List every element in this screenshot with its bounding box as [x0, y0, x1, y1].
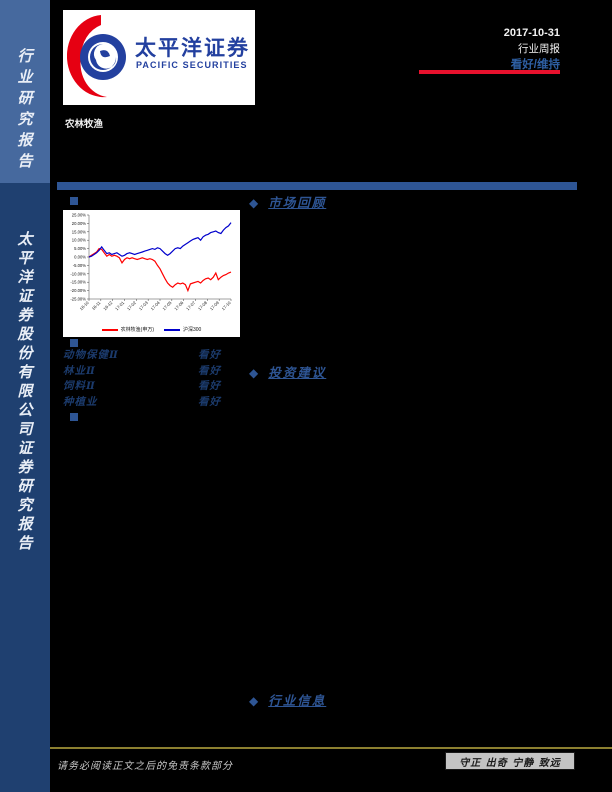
svg-text:17-10: 17-10 — [221, 300, 233, 312]
diamond-bullet-icon: ◆ — [249, 366, 259, 380]
svg-text:17-06: 17-06 — [173, 300, 185, 312]
legend-label: 农林牧渔(申万) — [120, 327, 154, 333]
subsector-ratings-list: 动物保健Ⅱ 看好 林业Ⅱ 看好 饲料Ⅱ 看好 种植业 看好 — [63, 347, 243, 409]
subsector-rating: 看好 — [198, 395, 221, 408]
subsector-name: 饲料Ⅱ — [63, 380, 96, 393]
logo-english-name: PACIFIC SECURITIES — [136, 60, 248, 70]
report-date: 2017-10-31 — [503, 27, 560, 39]
svg-text:17-05: 17-05 — [161, 300, 173, 312]
company-motto-badge: 守正 出奇 宁静 致远 — [445, 752, 575, 770]
report-meta: 2017-10-31 行业周报 看好/维持 — [504, 27, 560, 72]
svg-text:16-10: 16-10 — [79, 300, 91, 312]
svg-text:17-02: 17-02 — [126, 300, 138, 312]
svg-text:16-12: 16-12 — [102, 300, 114, 312]
legend-swatch — [164, 328, 180, 331]
subsector-rating: 看好 — [198, 349, 221, 362]
report-type: 行业周报 — [518, 42, 560, 55]
list-item: 饲料Ⅱ 看好 — [63, 378, 243, 394]
subsector-name: 种植业 — [63, 395, 98, 408]
svg-text:15.00%: 15.00% — [72, 229, 86, 234]
chart-legend: 农林牧渔(申万) 沪深300 — [63, 326, 240, 333]
red-rule — [419, 70, 560, 74]
svg-text:25.00%: 25.00% — [72, 213, 86, 218]
section-label[interactable]: 市场回顾 — [268, 195, 327, 210]
footer-rule — [50, 747, 612, 749]
footer-disclaimer: 请务必阅读正文之后的免责条款部分 — [57, 761, 233, 772]
sidebar-bottom-band: 太平洋证券股份有限公司证券研究报告 — [0, 183, 50, 792]
subsector-name: 动物保健Ⅱ — [63, 349, 119, 362]
list-item: 林业Ⅱ 看好 — [63, 363, 243, 379]
svg-text:17-01: 17-01 — [114, 300, 126, 312]
section-label[interactable]: 行业信息 — [268, 693, 327, 708]
svg-text:17-03: 17-03 — [138, 300, 150, 312]
subsector-rating: 看好 — [198, 364, 221, 377]
svg-text:17-09: 17-09 — [209, 300, 221, 312]
list-item: 种植业 看好 — [63, 394, 243, 410]
svg-text:16-11: 16-11 — [91, 300, 102, 311]
list-item: 动物保健Ⅱ 看好 — [63, 347, 243, 363]
diamond-bullet-icon: ◆ — [249, 196, 259, 210]
legend-item: 农林牧渔(申万) — [101, 326, 154, 333]
section-industry-info[interactable]: ◆ 行业信息 — [249, 690, 326, 709]
svg-text:10.00%: 10.00% — [72, 238, 86, 243]
svg-text:20.00%: 20.00% — [72, 221, 86, 226]
svg-text:-10.00%: -10.00% — [70, 271, 86, 276]
legend-item: 沪深300 — [164, 326, 201, 333]
sidebar-report-category: 行业研究报告 — [15, 48, 34, 174]
legend-label: 沪深300 — [183, 327, 202, 333]
svg-text:-5.00%: -5.00% — [73, 263, 87, 268]
svg-text:-20.00%: -20.00% — [70, 288, 86, 293]
svg-text:0.00%: 0.00% — [74, 255, 86, 260]
diamond-bullet-icon: ◆ — [249, 694, 259, 708]
pacific-securities-logo-icon — [67, 15, 126, 98]
sidebar-top-band: 行业研究报告 — [0, 0, 50, 183]
svg-text:17-07: 17-07 — [185, 300, 197, 312]
logo-chinese-name: 太平洋证券 — [135, 37, 250, 60]
line-chart-plot: 25.00% 20.00% 15.00% 10.00% 5.00% 0.00% -5.00%… — [70, 213, 233, 312]
svg-text:5.00%: 5.00% — [74, 246, 86, 251]
header-divider-bar — [57, 182, 577, 190]
svg-text:-15.00%: -15.00% — [70, 280, 86, 285]
performance-chart: 25.00% 20.00% 15.00% 10.00% 5.00% 0.00% -5.00%… — [63, 210, 240, 337]
bullet-square-icon — [70, 339, 78, 347]
industry-rating: 看好/维持 — [510, 58, 560, 71]
svg-text:17-04: 17-04 — [150, 300, 162, 312]
subsector-name: 林业Ⅱ — [63, 364, 96, 377]
company-logo: 太平洋证券 PACIFIC SECURITIES — [63, 10, 255, 105]
svg-text:17-08: 17-08 — [197, 300, 209, 312]
subsector-rating: 看好 — [198, 380, 221, 393]
legend-swatch — [101, 328, 118, 331]
bullet-square-icon — [70, 413, 78, 421]
industry-name: 农林牧渔 — [65, 119, 104, 130]
section-investment-advice[interactable]: ◆ 投资建议 — [249, 362, 326, 381]
section-market-review[interactable]: ◆ 市场回顾 — [249, 192, 326, 211]
bullet-square-icon — [70, 197, 78, 205]
sidebar-company-line: 太平洋证券股份有限公司证券研究报告 — [15, 231, 34, 554]
svg-text:-25.00%: -25.00% — [70, 297, 86, 302]
section-label[interactable]: 投资建议 — [268, 365, 327, 380]
